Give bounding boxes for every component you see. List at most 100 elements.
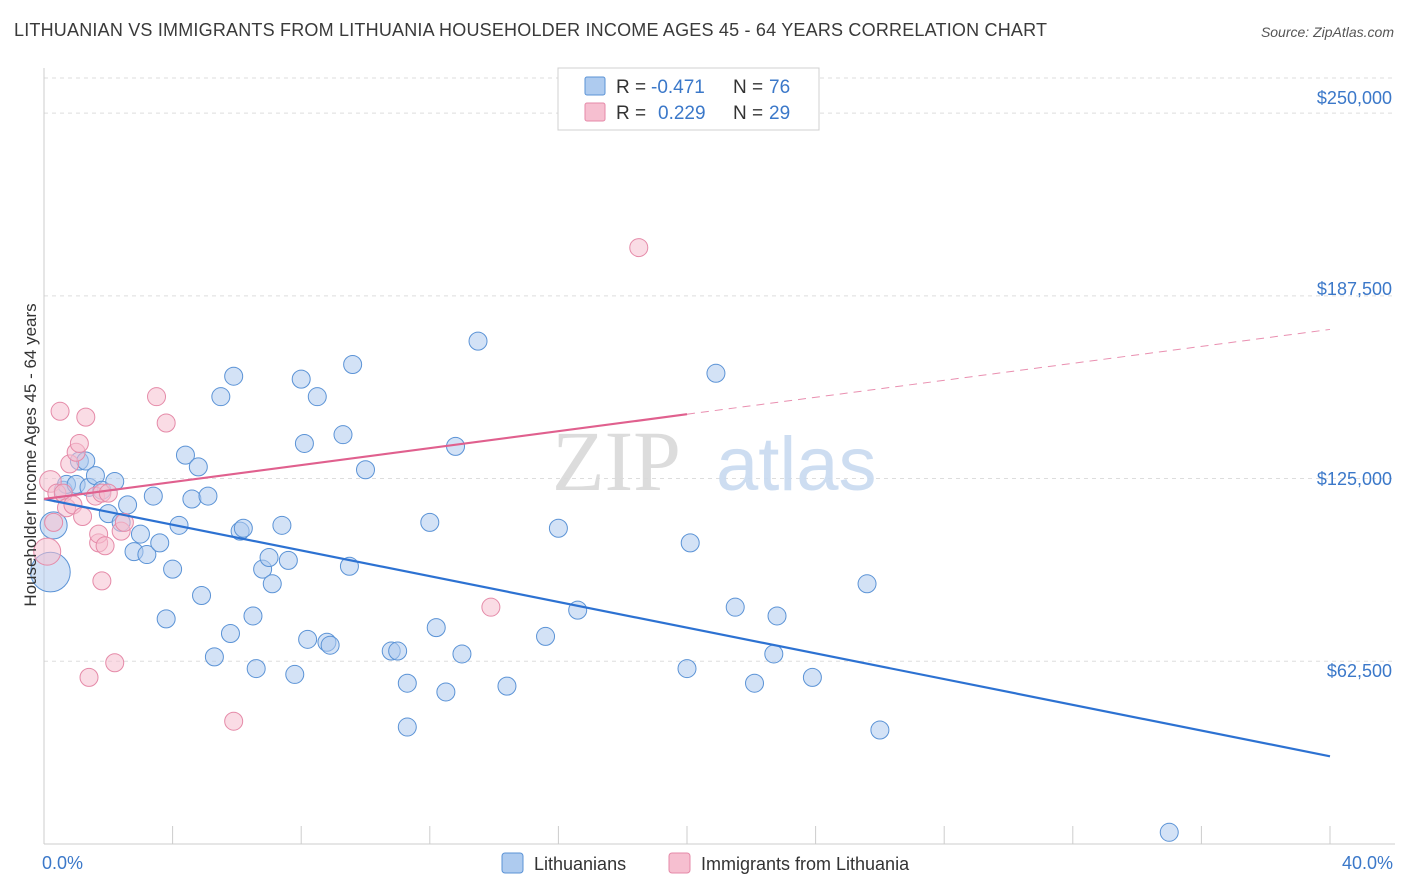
legend-n-value-1: 76 xyxy=(769,77,790,98)
point-lithuanians xyxy=(272,515,292,535)
point-immigrants xyxy=(73,507,93,527)
point-lithuanians xyxy=(388,641,408,661)
series-swatch-lithuanians xyxy=(501,852,524,874)
point-lithuanians xyxy=(548,518,568,538)
point-lithuanians xyxy=(436,682,456,702)
y-tick-125000: $125,000 xyxy=(1317,469,1392,489)
point-lithuanians xyxy=(497,676,517,696)
point-lithuanians xyxy=(246,659,266,679)
y-tick-62500: $62,500 xyxy=(1327,661,1392,681)
legend-r-value-1: -0.471 xyxy=(651,77,705,98)
point-lithuanians xyxy=(233,518,253,538)
point-lithuanians xyxy=(745,673,765,693)
point-lithuanians xyxy=(188,457,208,477)
point-lithuanians xyxy=(307,387,327,407)
point-lithuanians xyxy=(706,363,726,383)
point-lithuanians xyxy=(262,574,282,594)
chart-source: Source: ZipAtlas.com xyxy=(1260,24,1394,40)
x-tick-min: 0.0% xyxy=(42,853,83,873)
point-lithuanians xyxy=(468,331,488,351)
legend-n-label-2: N = xyxy=(733,103,763,124)
points-layer xyxy=(30,238,1179,842)
point-lithuanians xyxy=(224,366,244,386)
legend-n-label-1: N = xyxy=(733,77,763,98)
point-immigrants xyxy=(629,238,649,258)
point-lithuanians xyxy=(397,673,417,693)
point-lithuanians xyxy=(137,545,157,565)
point-immigrants xyxy=(481,597,501,617)
point-lithuanians xyxy=(150,533,170,553)
legend-r-label-1: R = xyxy=(616,77,646,98)
legend-r-label-2: R = xyxy=(616,103,646,124)
point-lithuanians xyxy=(857,574,877,594)
series-label-immigrants: Immigrants from Lithuania xyxy=(701,854,910,874)
point-lithuanians xyxy=(420,512,440,532)
point-lithuanians xyxy=(333,425,353,445)
point-immigrants xyxy=(33,537,62,566)
legend-r-value-2: 0.229 xyxy=(658,103,706,124)
point-lithuanians xyxy=(198,486,218,506)
point-lithuanians xyxy=(536,626,556,646)
point-lithuanians xyxy=(298,629,318,649)
point-lithuanians xyxy=(452,644,472,664)
point-immigrants xyxy=(98,483,118,503)
point-immigrants xyxy=(44,512,64,532)
point-immigrants xyxy=(105,653,125,673)
point-lithuanians xyxy=(343,355,363,375)
point-lithuanians xyxy=(182,489,202,509)
point-immigrants xyxy=(224,711,244,731)
point-lithuanians xyxy=(767,606,787,626)
correlation-legend: R = -0.471 N = 76 R = 0.229 N = 29 xyxy=(557,67,820,131)
trend-line-immigrants xyxy=(43,413,688,501)
point-lithuanians xyxy=(802,667,822,687)
trend-layer xyxy=(43,328,1331,758)
point-lithuanians xyxy=(259,547,279,567)
point-immigrants xyxy=(156,413,176,433)
point-lithuanians xyxy=(426,618,446,638)
point-immigrants xyxy=(76,407,96,427)
point-lithuanians xyxy=(204,647,224,667)
trend-line-lithuanians xyxy=(43,497,1331,758)
watermark-zip: ZIP xyxy=(552,413,681,509)
legend-swatch-pink xyxy=(584,102,606,122)
point-immigrants xyxy=(69,433,89,453)
point-lithuanians xyxy=(397,717,417,737)
series-swatch-immigrants xyxy=(668,852,691,874)
point-immigrants xyxy=(79,667,99,687)
legend-swatch-blue xyxy=(584,76,606,96)
point-lithuanians xyxy=(1159,822,1179,842)
point-immigrants xyxy=(147,387,167,407)
point-lithuanians xyxy=(192,585,212,605)
point-lithuanians xyxy=(764,644,784,664)
point-immigrants xyxy=(114,512,134,532)
point-lithuanians xyxy=(356,460,375,480)
point-lithuanians xyxy=(118,495,138,515)
chart-title: LITHUANIAN VS IMMIGRANTS FROM LITHUANIA … xyxy=(14,20,1048,40)
point-lithuanians xyxy=(175,445,195,465)
point-immigrants xyxy=(95,536,115,556)
series-label-lithuanians: Lithuanians xyxy=(534,854,626,874)
watermark: ZIP atlas xyxy=(552,413,877,509)
y-tick-250000: $250,000 xyxy=(1317,88,1392,108)
y-tick-187500: $187,500 xyxy=(1317,279,1392,299)
point-lithuanians xyxy=(725,597,745,617)
point-lithuanians xyxy=(320,635,340,655)
point-immigrants xyxy=(50,401,70,421)
point-lithuanians xyxy=(211,387,231,407)
trend-extension-immigrants xyxy=(686,328,1331,415)
point-lithuanians xyxy=(243,606,263,626)
watermark-atlas: atlas xyxy=(716,422,877,507)
legend-n-value-2: 29 xyxy=(769,103,790,124)
point-immigrants xyxy=(92,571,112,591)
point-lithuanians xyxy=(285,664,305,684)
point-lithuanians xyxy=(291,369,311,389)
point-lithuanians xyxy=(680,533,700,553)
point-lithuanians xyxy=(130,524,150,544)
point-lithuanians xyxy=(143,486,163,506)
point-lithuanians xyxy=(294,433,314,453)
point-lithuanians xyxy=(677,659,697,679)
series-legend: Lithuanians Immigrants from Lithuania xyxy=(501,852,910,874)
y-axis-label: Householder Income Ages 45 - 64 years xyxy=(21,303,40,606)
x-tick-max: 40.0% xyxy=(1342,853,1393,873)
